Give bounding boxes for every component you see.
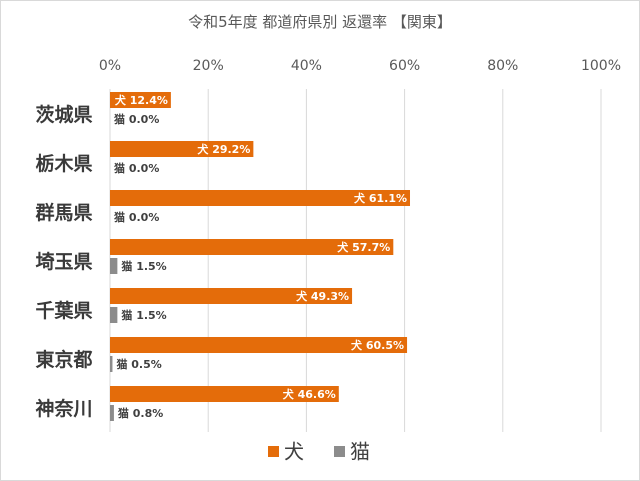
data-label-dog: 犬 61.1%: [354, 191, 407, 205]
data-label-cat: 猫 0.8%: [118, 406, 163, 420]
data-label-cat: 猫 0.0%: [114, 161, 159, 175]
bar-dog: [110, 337, 408, 353]
category-label: 神奈川: [35, 397, 92, 420]
category-label: 千葉県: [35, 300, 92, 322]
data-label-dog: 犬 46.6%: [283, 387, 336, 401]
bar-dog: [110, 190, 411, 206]
data-label-dog: 犬 60.5%: [351, 338, 404, 352]
data-label-cat: 猫 1.5%: [121, 308, 166, 322]
x-tick-label: 60%: [389, 58, 420, 74]
category-label: 埼玉県: [35, 250, 92, 273]
category-label: 群馬県: [34, 201, 92, 224]
data-label-dog: 犬 12.4%: [115, 93, 168, 107]
bar-dog: [110, 288, 353, 304]
x-tick-label: 100%: [581, 58, 621, 74]
bar-dog: [110, 141, 254, 157]
bar-cat: [110, 356, 113, 372]
x-tick-label: 80%: [487, 58, 518, 74]
data-label-cat: 猫 0.5%: [116, 357, 161, 371]
legend-label: 犬: [284, 440, 304, 464]
data-label-dog: 犬 57.7%: [337, 240, 390, 254]
data-label-cat: 猫 1.5%: [121, 259, 166, 273]
data-label-cat: 猫 0.0%: [114, 210, 159, 224]
bar-dog: [110, 239, 394, 255]
bar-cat: [110, 405, 114, 421]
x-axis-ticks: 0% 20% 40% 60% 80% 100%: [99, 58, 621, 74]
category-label: 栃木県: [35, 152, 92, 175]
legend: 犬猫: [268, 440, 370, 464]
gridlines: [109, 89, 602, 432]
data-label-cat: 猫 0.0%: [114, 112, 159, 126]
bar-cat: [110, 307, 118, 323]
legend-swatch: [334, 446, 345, 457]
data-labels: 犬 12.4% 猫 0.0% 犬 29.2% 猫 0.0% 犬 61.1% 猫 0.0% 犬…: [114, 93, 407, 420]
x-tick-label: 20%: [193, 58, 224, 74]
data-label-dog: 犬 29.2%: [197, 142, 250, 156]
legend-swatch: [268, 446, 279, 457]
x-tick-label: 40%: [291, 58, 322, 74]
bar-cat: [110, 258, 118, 274]
category-label: 東京都: [35, 348, 92, 371]
x-tick-label: 0%: [99, 58, 121, 74]
data-label-dog: 犬 49.3%: [296, 289, 349, 303]
bars: [110, 92, 411, 421]
bar-dog: [110, 386, 339, 402]
legend-label: 猫: [350, 440, 370, 464]
category-label: 茨城県: [35, 103, 92, 126]
chart-title: 令和5年度 都道府県別 返還率 【関東】: [188, 13, 452, 31]
bar-dog: [110, 92, 171, 108]
